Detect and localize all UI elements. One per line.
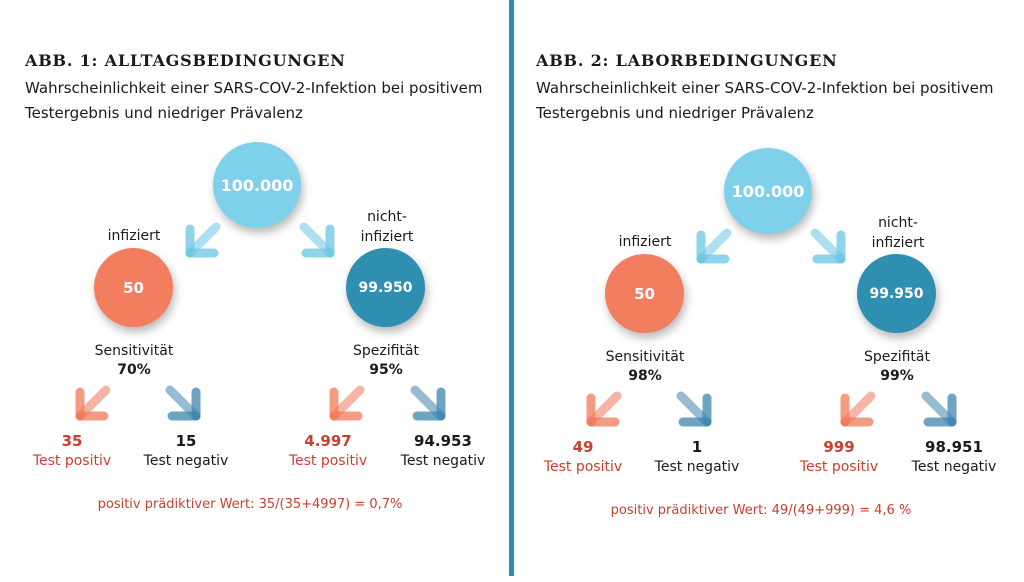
arrow-down-right-icon <box>292 215 342 265</box>
noninfected-negative-label: Test negativ <box>400 453 486 469</box>
total-population-circle: 100.000 <box>724 148 812 234</box>
arrow-down-left-icon <box>689 221 739 271</box>
positive-predictive-value: positiv prädiktiver Wert: 35/(35+4997) =… <box>97 497 403 512</box>
infected-label: infiziert <box>618 234 672 250</box>
infected-positive-count: 35 <box>61 432 83 450</box>
total-population-circle: 100.000 <box>213 142 301 228</box>
figure-title: ABB. 1: ALLTAGSBEDINGUNGEN <box>25 51 346 70</box>
specificity-label: Spezifität <box>863 349 930 365</box>
noninfected-negative-count: 98.951 <box>925 438 983 456</box>
noninfected-count-circle: 99.950 <box>346 248 425 327</box>
noninfected-negative-label: Test negativ <box>911 459 997 475</box>
arrow-down-left-icon <box>579 384 629 434</box>
figure-panel-2: ABB. 2: LABORBEDINGUNGEN Wahrscheinlichk… <box>511 0 1011 576</box>
infected-positive-count: 49 <box>572 438 594 456</box>
noninfected-positive-count: 999 <box>823 438 855 456</box>
arrow-down-right-icon <box>158 378 208 428</box>
noninfected-positive-label: Test positiv <box>799 459 879 475</box>
infected-count-circle: 50 <box>605 254 684 333</box>
specificity-label: Spezifität <box>352 343 419 359</box>
noninfected-negative-count: 94.953 <box>414 432 472 450</box>
arrow-down-right-icon <box>669 384 719 434</box>
arrow-down-left-icon <box>322 378 372 428</box>
infected-count-circle: 50 <box>94 248 173 327</box>
infected-positive-label: Test positiv <box>543 459 623 475</box>
infected-negative-label: Test negativ <box>143 453 229 469</box>
sensitivity-value: 98% <box>628 368 662 384</box>
noninfected-count-circle: 99.950 <box>857 254 936 333</box>
arrow-down-left-icon <box>178 215 228 265</box>
arrow-down-left-icon <box>833 384 883 434</box>
infected-negative-count: 1 <box>691 438 703 456</box>
figure-panel-1: ABB. 1: ALLTAGSBEDINGUNGEN Wahrscheinlic… <box>0 0 500 576</box>
arrow-down-right-icon <box>403 378 453 428</box>
noninfected-label: nicht- infiziert <box>871 215 925 251</box>
figure-subtitle: Wahrscheinlichkeit einer SARS-COV-2-Infe… <box>25 79 483 122</box>
noninfected-positive-count: 4.997 <box>304 432 352 450</box>
arrow-down-right-icon <box>914 384 964 434</box>
figure-title: ABB. 2: LABORBEDINGUNGEN <box>536 51 838 70</box>
sensitivity-label: Sensitivität <box>605 349 685 365</box>
panel-divider <box>509 0 514 576</box>
noninfected-positive-label: Test positiv <box>288 453 368 469</box>
noninfected-label: nicht- infiziert <box>360 209 414 245</box>
infected-label: infiziert <box>107 228 161 244</box>
infected-negative-label: Test negativ <box>654 459 740 475</box>
arrow-down-left-icon <box>68 378 118 428</box>
infected-negative-count: 15 <box>175 432 197 450</box>
sensitivity-label: Sensitivität <box>94 343 174 359</box>
arrow-down-right-icon <box>803 221 853 271</box>
sensitivity-value: 70% <box>117 362 151 378</box>
positive-predictive-value: positiv prädiktiver Wert: 49/(49+999) = … <box>610 503 912 518</box>
figure-subtitle: Wahrscheinlichkeit einer SARS-COV-2-Infe… <box>536 79 994 122</box>
specificity-value: 95% <box>369 362 403 378</box>
infected-positive-label: Test positiv <box>32 453 112 469</box>
specificity-value: 99% <box>880 368 914 384</box>
